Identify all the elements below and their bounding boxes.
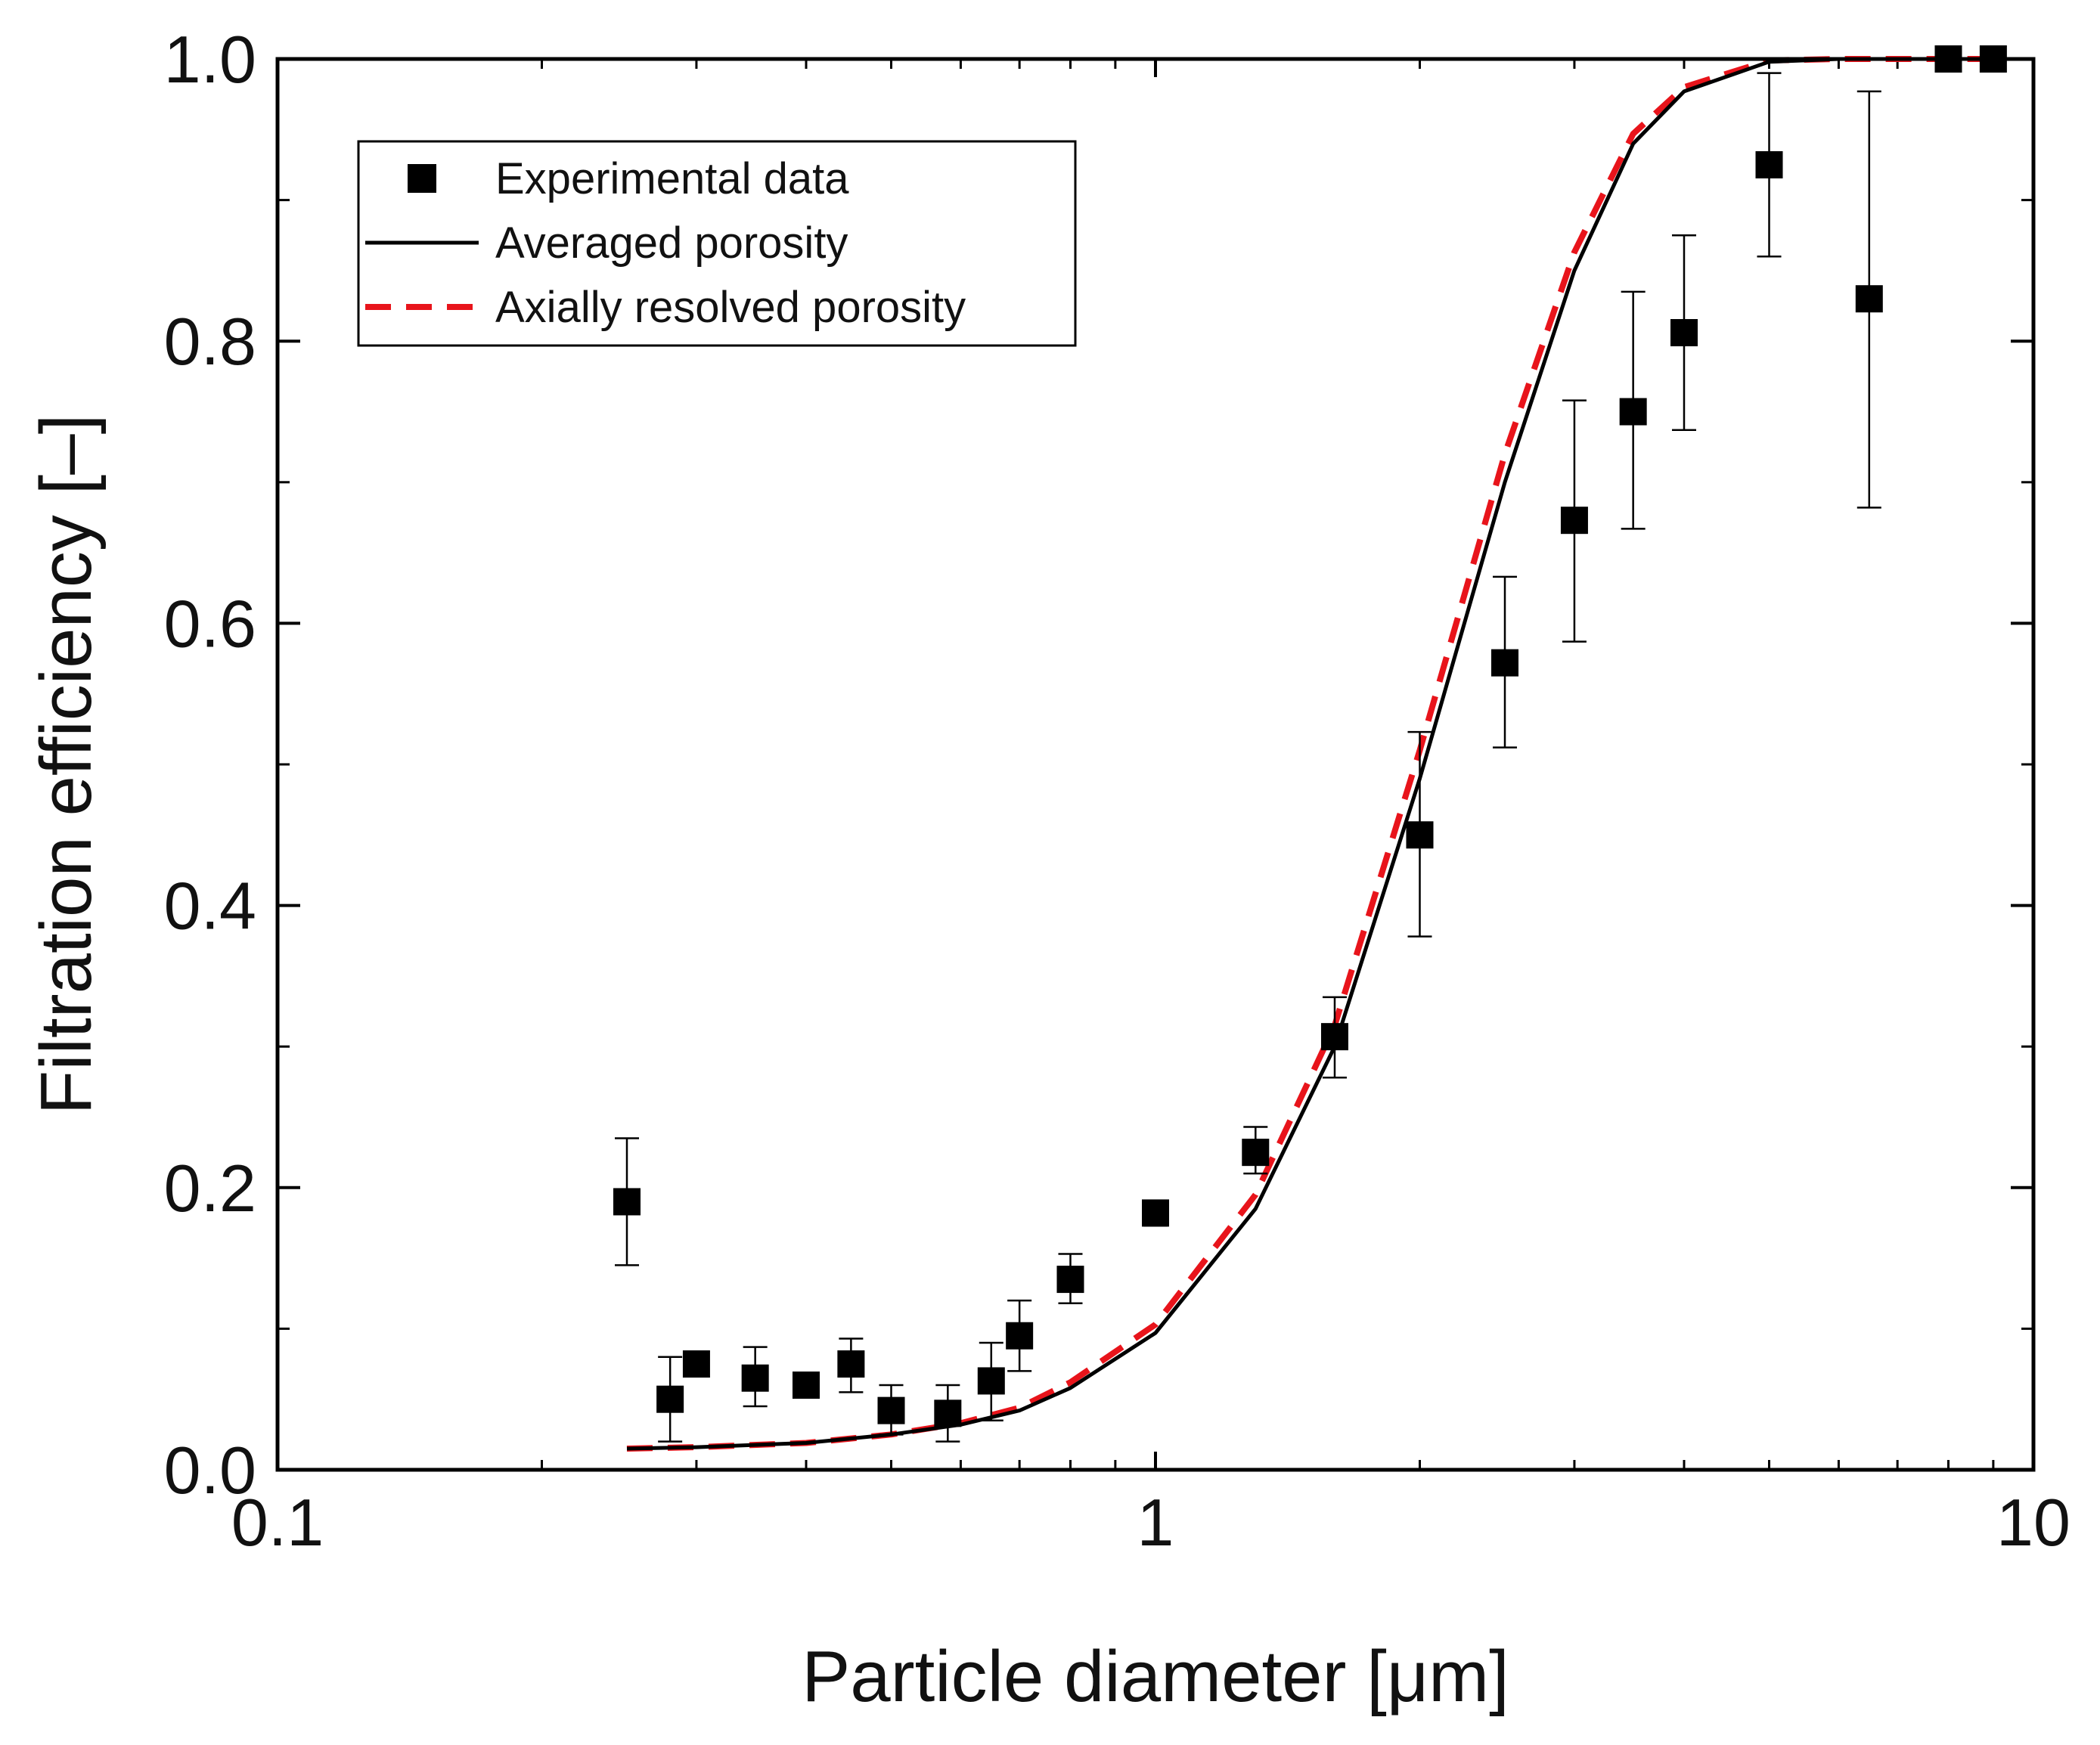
data-point xyxy=(613,1188,641,1216)
data-point xyxy=(1670,319,1698,347)
x-tick-label: 10 xyxy=(1996,1485,2071,1560)
x-tick-label: 0.1 xyxy=(231,1485,324,1560)
legend-entries: Experimental data Averaged porosity Axiall… xyxy=(365,154,966,332)
data-point xyxy=(1755,150,1783,178)
data-point xyxy=(1560,507,1588,535)
y-tick-label: 0.2 xyxy=(164,1151,256,1226)
data-point xyxy=(1491,649,1519,677)
data-point xyxy=(792,1372,820,1399)
data-point xyxy=(977,1367,1005,1395)
y-tick-label: 0.8 xyxy=(164,304,256,379)
data-point xyxy=(1056,1266,1084,1294)
legend: Experimental data Averaged porosity Axiall… xyxy=(357,140,1077,347)
tick-labels: 0.1 1 10 0.0 0.2 0.4 0.6 0.8 1.0 xyxy=(164,22,2071,1560)
x-tick-label: 1 xyxy=(1137,1485,1174,1560)
legend-marker-experimental xyxy=(408,164,436,193)
y-axis-title: Filtration efficiency [–] xyxy=(26,414,107,1115)
y-tick-label: 0.0 xyxy=(164,1433,256,1508)
y-tick-label: 0.6 xyxy=(164,586,256,661)
data-point xyxy=(741,1364,769,1392)
data-point xyxy=(1242,1139,1270,1167)
data-point xyxy=(877,1396,905,1424)
data-point xyxy=(1855,285,1883,313)
data-point xyxy=(1406,821,1434,849)
data-point xyxy=(1320,1023,1348,1051)
y-tick-label: 0.4 xyxy=(164,869,256,944)
legend-label: Averaged porosity xyxy=(495,219,848,268)
data-point xyxy=(837,1350,865,1378)
data-point xyxy=(934,1399,962,1427)
data-point xyxy=(682,1350,710,1378)
plot-frame xyxy=(275,57,2036,1472)
legend-label: Axially resolved porosity xyxy=(495,283,966,332)
data-point xyxy=(1006,1322,1034,1350)
legend-label: Experimental data xyxy=(495,154,849,203)
x-axis-title: Particle diameter [μm] xyxy=(802,1636,1509,1717)
data-point xyxy=(1619,398,1647,426)
y-tick-label: 1.0 xyxy=(164,22,256,97)
data-point xyxy=(1142,1199,1169,1227)
data-point xyxy=(656,1385,684,1413)
